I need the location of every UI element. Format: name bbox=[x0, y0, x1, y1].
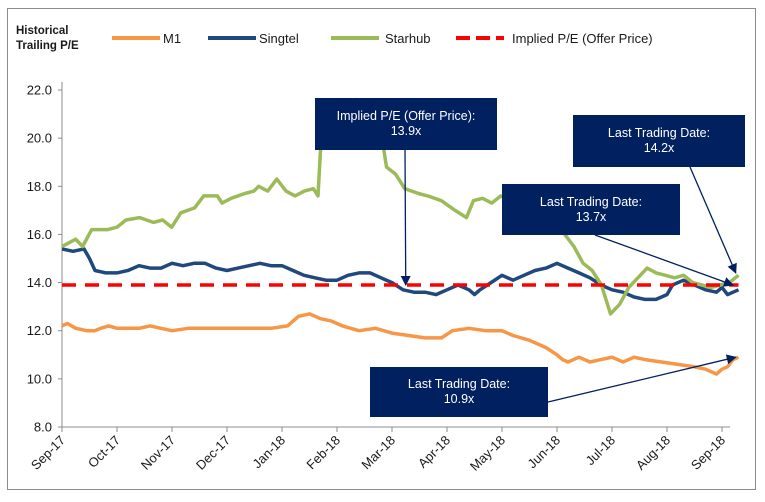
legend-item-singtel: Singtel bbox=[208, 30, 299, 46]
series-line-starhub bbox=[61, 97, 740, 316]
y-tick-label: 18.0 bbox=[27, 179, 52, 194]
x-tick-label: Sep-18 bbox=[688, 433, 728, 473]
legend-item-starhub: Starhub bbox=[331, 30, 431, 46]
legend-swatch-m1 bbox=[112, 36, 160, 40]
series-line-m1 bbox=[61, 312, 740, 376]
annotation-implied-pe-line1: Implied P/E (Offer Price): bbox=[336, 109, 476, 123]
chart-frame bbox=[7, 8, 756, 490]
x-tick-label: Apr-18 bbox=[415, 433, 453, 471]
legend-label-implied-pe: Implied P/E (Offer Price) bbox=[512, 30, 653, 46]
x-tick-label: Jun-18 bbox=[524, 433, 563, 472]
x-tick-label: Feb-18 bbox=[303, 433, 343, 473]
annotation-implied-pe: Implied P/E (Offer Price): 13.9x bbox=[315, 98, 497, 150]
annotation-arrow bbox=[689, 166, 737, 274]
y-tick-label: 20.0 bbox=[27, 131, 52, 146]
annotation-arrow bbox=[594, 234, 734, 287]
annotation-m1-last: Last Trading Date: 10.9x bbox=[370, 367, 548, 417]
x-tick-label: Oct-17 bbox=[85, 433, 123, 471]
x-tick-label: Sep-17 bbox=[28, 433, 68, 473]
annotation-arrow bbox=[400, 149, 411, 286]
legend-item-m1: M1 bbox=[112, 30, 181, 46]
legend-swatch-singtel bbox=[208, 36, 256, 40]
annotation-singtel-line2: 13.7x bbox=[575, 209, 607, 224]
legend-item-implied-pe: Implied P/E (Offer Price) bbox=[456, 30, 653, 46]
legend-swatch-starhub bbox=[331, 36, 379, 40]
y-tick-label: 10.0 bbox=[27, 371, 52, 386]
x-tick-label: Mar-18 bbox=[358, 433, 398, 473]
legend-label-starhub: Starhub bbox=[385, 30, 431, 46]
annotation-arrow bbox=[547, 354, 737, 403]
annotation-starhub-last: Last Trading Date: 14.2x bbox=[573, 115, 745, 167]
legend-label-m1: M1 bbox=[163, 30, 182, 46]
x-tick-label: May-18 bbox=[467, 433, 508, 474]
y-tick-label: 14.0 bbox=[27, 275, 52, 290]
x-tick-label: Aug-18 bbox=[633, 433, 673, 473]
annotation-singtel-line1: Last Trading Date: bbox=[539, 194, 643, 209]
x-tick-label: Nov-17 bbox=[138, 433, 178, 473]
chart-title: Historical Trailing P/E bbox=[16, 25, 79, 52]
y-tick-label: 22.0 bbox=[27, 83, 52, 98]
x-tick-label: Jul-18 bbox=[582, 433, 618, 469]
annotation-starhub-line2: 14.2x bbox=[643, 141, 675, 155]
annotation-implied-pe-line2: 13.9x bbox=[390, 124, 422, 138]
legend-swatch-implied-pe bbox=[456, 36, 504, 40]
y-tick-label: 8.0 bbox=[34, 420, 52, 435]
y-tick-label: 16.0 bbox=[27, 227, 52, 242]
legend-label-singtel: Singtel bbox=[259, 30, 299, 46]
annotation-m1-line1: Last Trading Date: bbox=[407, 377, 511, 391]
x-tick-label: Jan-18 bbox=[249, 433, 288, 472]
annotation-singtel-last: Last Trading Date: 13.7x bbox=[502, 184, 680, 235]
annotation-m1-line2: 10.9x bbox=[443, 392, 475, 406]
y-tick-label: 12.0 bbox=[27, 323, 52, 338]
x-tick-label: Dec-17 bbox=[193, 433, 233, 473]
annotation-starhub-line1: Last Trading Date: bbox=[607, 126, 711, 140]
series-line-singtel bbox=[61, 247, 740, 302]
